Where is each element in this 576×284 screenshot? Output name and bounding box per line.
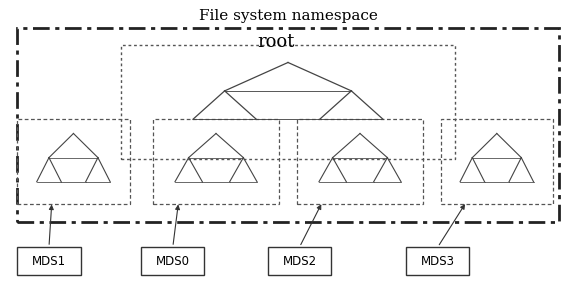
Text: MDS0: MDS0 [156,255,190,268]
Text: MDS3: MDS3 [420,255,455,268]
Bar [153,119,279,204]
Bar [17,119,130,204]
Bar [17,247,81,275]
Text: root: root [258,33,295,51]
Bar [268,247,331,275]
Bar [406,247,469,275]
Bar [141,247,204,275]
Bar [17,28,559,222]
Text: MDS2: MDS2 [282,255,317,268]
Bar [441,119,553,204]
Text: MDS1: MDS1 [32,255,66,268]
Text: File system namespace: File system namespace [199,9,377,22]
Bar [297,119,423,204]
Bar [121,45,455,159]
